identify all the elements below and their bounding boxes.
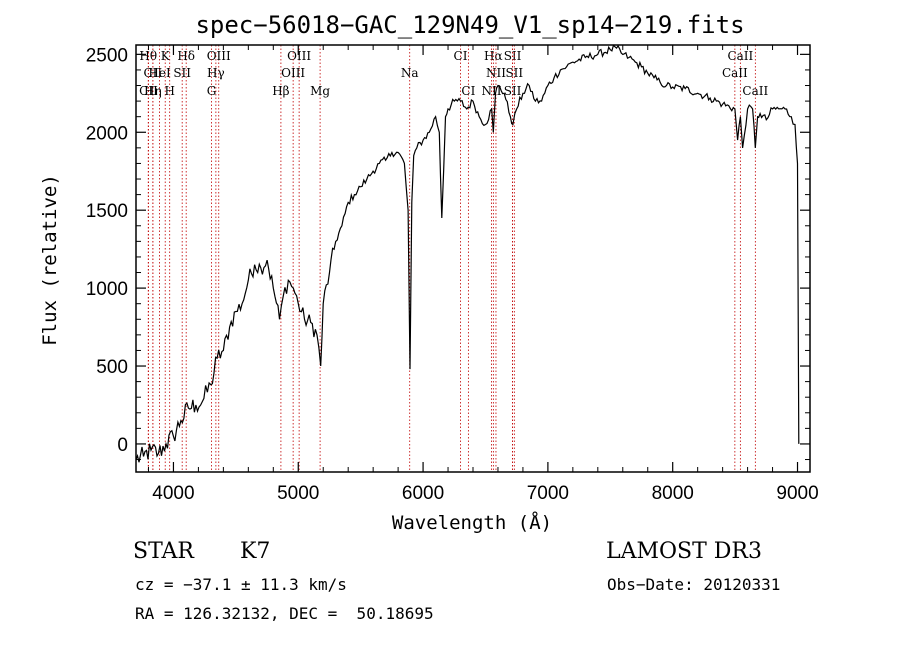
line-mark-label-23: Mg: [310, 84, 330, 98]
line-mark-label-26: SII: [504, 84, 522, 98]
chart-title: spec−56018−GAC_129N49_V1_sp14−219.fits: [195, 11, 744, 39]
y-tick-label: 1000: [86, 279, 128, 300]
x-axis-label: Wavelength (Å): [392, 511, 552, 534]
flux-series-line: [135, 44, 800, 463]
coordinates-text: RA = 126.32132, DEC = 50.18695: [135, 604, 434, 623]
object-class: STAR: [133, 539, 194, 564]
line-mark-label-6: Hα: [484, 49, 503, 63]
survey-name: LAMOST DR3: [606, 539, 762, 564]
line-mark-label-18: CII: [139, 84, 158, 98]
x-tick-label: 6000: [402, 483, 444, 504]
line-mark-label-2: Hδ: [177, 49, 195, 63]
line-mark-label-1: K: [161, 49, 171, 63]
x-tick-label: 5000: [277, 483, 319, 504]
x-tick-label: 8000: [652, 483, 694, 504]
axis-ticks: 4000 5000 6000 7000 8000 9000 0 500 1000 1500 2000…: [86, 45, 819, 504]
redshift-text: cz = −37.1 ± 11.3 km/s: [135, 575, 347, 594]
line-mark-label-3: OIII: [207, 49, 231, 63]
y-tick-label: 2000: [86, 123, 128, 144]
line-mark-label-16: SII: [505, 66, 523, 80]
line-mark-label-22: Hβ: [272, 84, 289, 98]
x-tick-label: 4000: [152, 483, 194, 504]
line-mark-label-4: OIII: [287, 49, 311, 63]
y-tick-label: 0: [117, 435, 128, 456]
line-mark-label-5: CI: [454, 49, 468, 63]
line-mark-label-21: G: [207, 84, 217, 98]
y-tick-label: 2500: [86, 45, 128, 66]
plot-frame: [135, 44, 811, 473]
line-mark-label-24: CI: [461, 84, 475, 98]
line-mark-label-14: Na: [401, 66, 419, 80]
x-tick-label: 9000: [776, 483, 818, 504]
line-mark-label-8: CaII: [727, 49, 753, 63]
y-axis-label: Flux (relative): [39, 174, 61, 346]
line-mark-label-27: CaII: [742, 84, 768, 98]
spectral-subclass: K7: [240, 539, 271, 564]
x-tick-label: 7000: [527, 483, 569, 504]
line-mark-label-17: CaII: [722, 66, 748, 80]
y-tick-label: 500: [96, 357, 128, 378]
line-mark-label-13: OIII: [281, 66, 305, 80]
line-mark-label-10: HeI: [148, 66, 171, 80]
line-mark-label-20: H: [164, 84, 174, 98]
line-mark-label-11: SII: [173, 66, 191, 80]
line-mark-label-19: Hη: [144, 84, 162, 98]
obs-date-text: Obs−Date: 20120331: [607, 575, 781, 594]
y-tick-label: 1500: [86, 201, 128, 222]
line-mark-label-15: NII: [486, 66, 506, 80]
line-mark-label-12: Hγ: [207, 66, 225, 80]
